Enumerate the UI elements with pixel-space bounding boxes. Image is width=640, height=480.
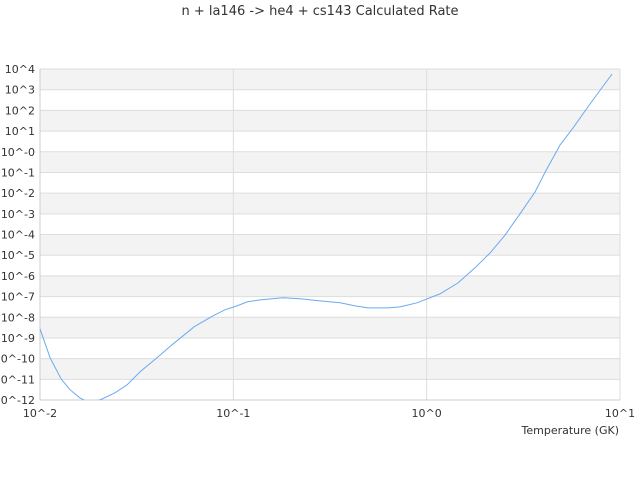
- y-tick-label: 10^-11: [0, 373, 35, 386]
- grid-band: [40, 110, 620, 132]
- y-tick-label: 10^-3: [1, 208, 35, 221]
- grid-band: [40, 275, 620, 297]
- y-tick-label: 10^-10: [0, 353, 35, 366]
- y-tick-label: 10^-0: [1, 146, 35, 159]
- y-tick-label: 10^-6: [1, 270, 35, 283]
- rate-series-line: [40, 73, 613, 400]
- chart-title: n + la146 -> he4 + cs143 Calculated Rate: [181, 4, 459, 19]
- y-tick-label: 10^-8: [1, 311, 35, 324]
- grid-band: [40, 317, 620, 338]
- grid-band: [40, 151, 620, 173]
- y-tick-label: 10^-4: [1, 229, 35, 242]
- x-tick-label: 10^-1: [216, 407, 250, 420]
- x-axis-label: Temperature (GK): [521, 424, 620, 437]
- x-tick-label: 10^1: [605, 407, 635, 420]
- y-tick-label: 10^4: [5, 63, 35, 76]
- y-tick-label: 10^-9: [1, 332, 35, 345]
- y-tick-label: 10^-7: [1, 291, 35, 304]
- x-tick-label: 10^-2: [23, 407, 57, 420]
- y-tick-label: 10^-2: [1, 187, 35, 200]
- y-tick-label: 10^-12: [0, 394, 35, 407]
- grid-band: [40, 69, 620, 90]
- y-tick-label: 10^1: [5, 125, 35, 138]
- y-tick-label: 10^3: [5, 84, 35, 97]
- y-tick-label: 10^2: [5, 104, 35, 117]
- grid-band: [40, 234, 620, 256]
- grid-band: [40, 193, 620, 214]
- y-tick-label: 10^-5: [1, 249, 35, 262]
- x-tick-label: 10^0: [412, 407, 442, 420]
- grid-band: [40, 358, 620, 380]
- y-tick-label: 10^-1: [1, 166, 35, 179]
